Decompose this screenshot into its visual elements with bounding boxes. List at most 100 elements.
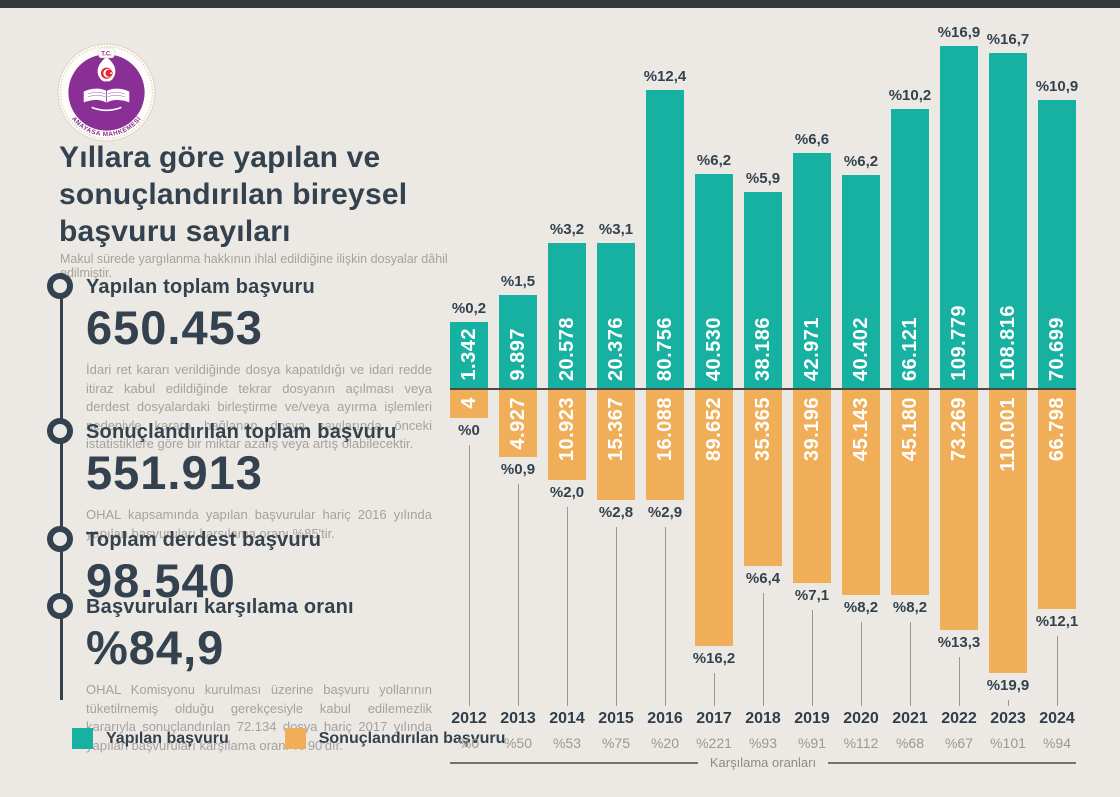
- year-label: 2018: [745, 710, 781, 727]
- year-label: 2022: [941, 710, 977, 727]
- timeline-line: [60, 292, 63, 700]
- concluded-value-label: 45.143: [849, 397, 872, 462]
- concluded-value-label: 39.196: [800, 397, 823, 462]
- stat-value: 98.540: [86, 554, 236, 607]
- concluded-percent-label: %8,2: [892, 599, 928, 616]
- legend-item-concluded: Sonuçlandırılan başvuru: [284, 728, 506, 749]
- made-percent-label: %16,9: [937, 24, 981, 41]
- made-value-label: 42.971: [800, 316, 823, 381]
- page-subtitle: Makul sürede yargılanma hakkının ihlal e…: [60, 252, 448, 280]
- made-percent-label: %0,2: [451, 300, 487, 317]
- chart-column-2020: %6,2 40.402 45.143 %8,2 2020 %112: [842, 0, 880, 797]
- concluded-percent-label: %2,9: [647, 504, 683, 521]
- concluded-value-label: 35.365: [751, 397, 774, 462]
- made-legend-swatch: [72, 728, 93, 749]
- column-stem: [958, 657, 960, 706]
- concluded-percent-label: %0,9: [500, 461, 536, 478]
- ratio-value-label: %0: [458, 735, 480, 751]
- made-legend-label: Yapılan başvuru: [106, 729, 229, 747]
- ratio-value-label: %221: [696, 735, 732, 751]
- made-percent-label: %6,2: [843, 153, 879, 170]
- concluded-percent-label: %13,3: [937, 634, 981, 651]
- laurel-icon: [91, 106, 122, 112]
- made-value-label: 70.699: [1045, 316, 1068, 381]
- chart-column-2019: %6,6 42.971 39.196 %7,1 2019 %91: [793, 0, 831, 797]
- concluded-legend-label: Sonuçlandırılan başvuru: [318, 729, 506, 747]
- concluded-value-label: 4.927: [506, 397, 529, 450]
- made-bar: 109.779: [940, 46, 978, 388]
- column-stem: [860, 622, 862, 706]
- concluded-bar: 4: [450, 390, 488, 418]
- concluded-bar: 4.927: [499, 390, 537, 457]
- column-stem: [1007, 700, 1009, 706]
- made-percent-label: %10,9: [1035, 78, 1079, 95]
- year-label: 2014: [549, 710, 585, 727]
- column-stem: [615, 527, 617, 706]
- concluded-bar: 45.180: [891, 390, 929, 595]
- column-stem: [811, 610, 813, 706]
- timeline-bullet: [47, 418, 73, 444]
- year-label: 2023: [990, 710, 1026, 727]
- made-value-label: 9.897: [506, 328, 529, 381]
- made-bar: 20.376: [597, 243, 635, 388]
- year-label: 2015: [598, 710, 634, 727]
- concluded-bar: 73.269: [940, 390, 978, 630]
- concluded-percent-label: %2,0: [549, 484, 585, 501]
- ratio-value-label: %94: [1042, 735, 1072, 751]
- stat-coverage-ratio: Başvuruları karşılama oranı %84,9 OHAL K…: [47, 593, 432, 755]
- stat-total-made: Yapılan toplam başvuru 650.453 İdari ret…: [47, 273, 432, 454]
- column-stem: [713, 673, 715, 706]
- column-stem: [1056, 636, 1058, 706]
- applications-chart: Karşılama oranları %0,2 1.342 4 %0 2012 …: [450, 0, 1080, 797]
- year-label: 2019: [794, 710, 830, 727]
- ratio-axis-line-left: [450, 761, 698, 764]
- concluded-percent-label: %7,1: [794, 587, 830, 604]
- legend-item-made: Yapılan başvuru: [72, 728, 229, 749]
- chart-column-2017: %6,2 40.530 89.652 %16,2 2017 %221: [693, 0, 736, 797]
- made-percent-label: %3,2: [549, 221, 585, 238]
- concluded-bar: 89.652: [695, 390, 733, 646]
- page-title: Yıllara göre yapılan ve sonuçlandırılan …: [59, 141, 408, 248]
- made-value-label: 80.756: [653, 316, 676, 381]
- stat-label: Sonuçlandırılan toplam başvuru: [86, 421, 397, 443]
- made-value-label: 109.779: [947, 305, 970, 381]
- made-value-label: 1.342: [457, 328, 480, 381]
- concluded-value-label: 73.269: [947, 397, 970, 462]
- stat-label: Yapılan toplam başvuru: [86, 276, 315, 298]
- concluded-legend-swatch: [284, 728, 306, 749]
- concluded-value-label: 45.180: [898, 397, 921, 462]
- stat-label: Toplam derdest başvuru: [86, 529, 322, 551]
- chart-column-2013: %1,5 9.897 4.927 %0,9 2013 %50: [499, 0, 537, 797]
- chart-column-2015: %3,1 20.376 15.367 %2,8 2015 %75: [597, 0, 635, 797]
- ratio-value-label: %20: [650, 735, 680, 751]
- stat-total-pending: Toplam derdest başvuru 98.540: [47, 526, 432, 607]
- year-label: 2021: [892, 710, 928, 727]
- made-value-label: 108.816: [996, 305, 1019, 381]
- made-value-label: 66.121: [898, 316, 921, 381]
- chart-column-2024: %10,9 70.699 66.798 %12,1 2024 %94: [1036, 0, 1079, 797]
- column-stem: [909, 622, 911, 706]
- ratio-value-label: %93: [748, 735, 778, 751]
- made-percent-label: %10,2: [888, 87, 932, 104]
- year-label: 2017: [696, 710, 732, 727]
- tc-banner: [98, 47, 115, 59]
- ratio-axis-line-right: [828, 761, 1076, 764]
- concluded-bar: 16.088: [646, 390, 684, 500]
- concluded-percent-label: %2,8: [598, 504, 634, 521]
- star-icon: [110, 72, 113, 75]
- made-bar: 70.699: [1038, 100, 1076, 388]
- stat-note: OHAL kapsamında yapılan başvurular hariç…: [86, 507, 432, 541]
- constitutional-court-logo: T.C. ANAYASA MAHKEMESİ: [57, 43, 156, 142]
- concluded-percent-label: %16,2: [692, 650, 736, 667]
- concluded-value-label: 10.923: [555, 397, 578, 462]
- concluded-bar: 39.196: [793, 390, 831, 583]
- concluded-percent-label: %19,9: [986, 677, 1030, 694]
- made-bar: 1.342: [450, 322, 488, 388]
- column-stem: [517, 484, 519, 706]
- concluded-bar: 35.365: [744, 390, 782, 566]
- ratio-value-label: %101: [990, 735, 1026, 751]
- stat-note: İdari ret kararı verildiğinde dosya kapa…: [86, 362, 432, 452]
- made-bar: 40.402: [842, 175, 880, 388]
- chart-column-2018: %5,9 38.186 35.365 %6,4 2018 %93: [744, 0, 782, 797]
